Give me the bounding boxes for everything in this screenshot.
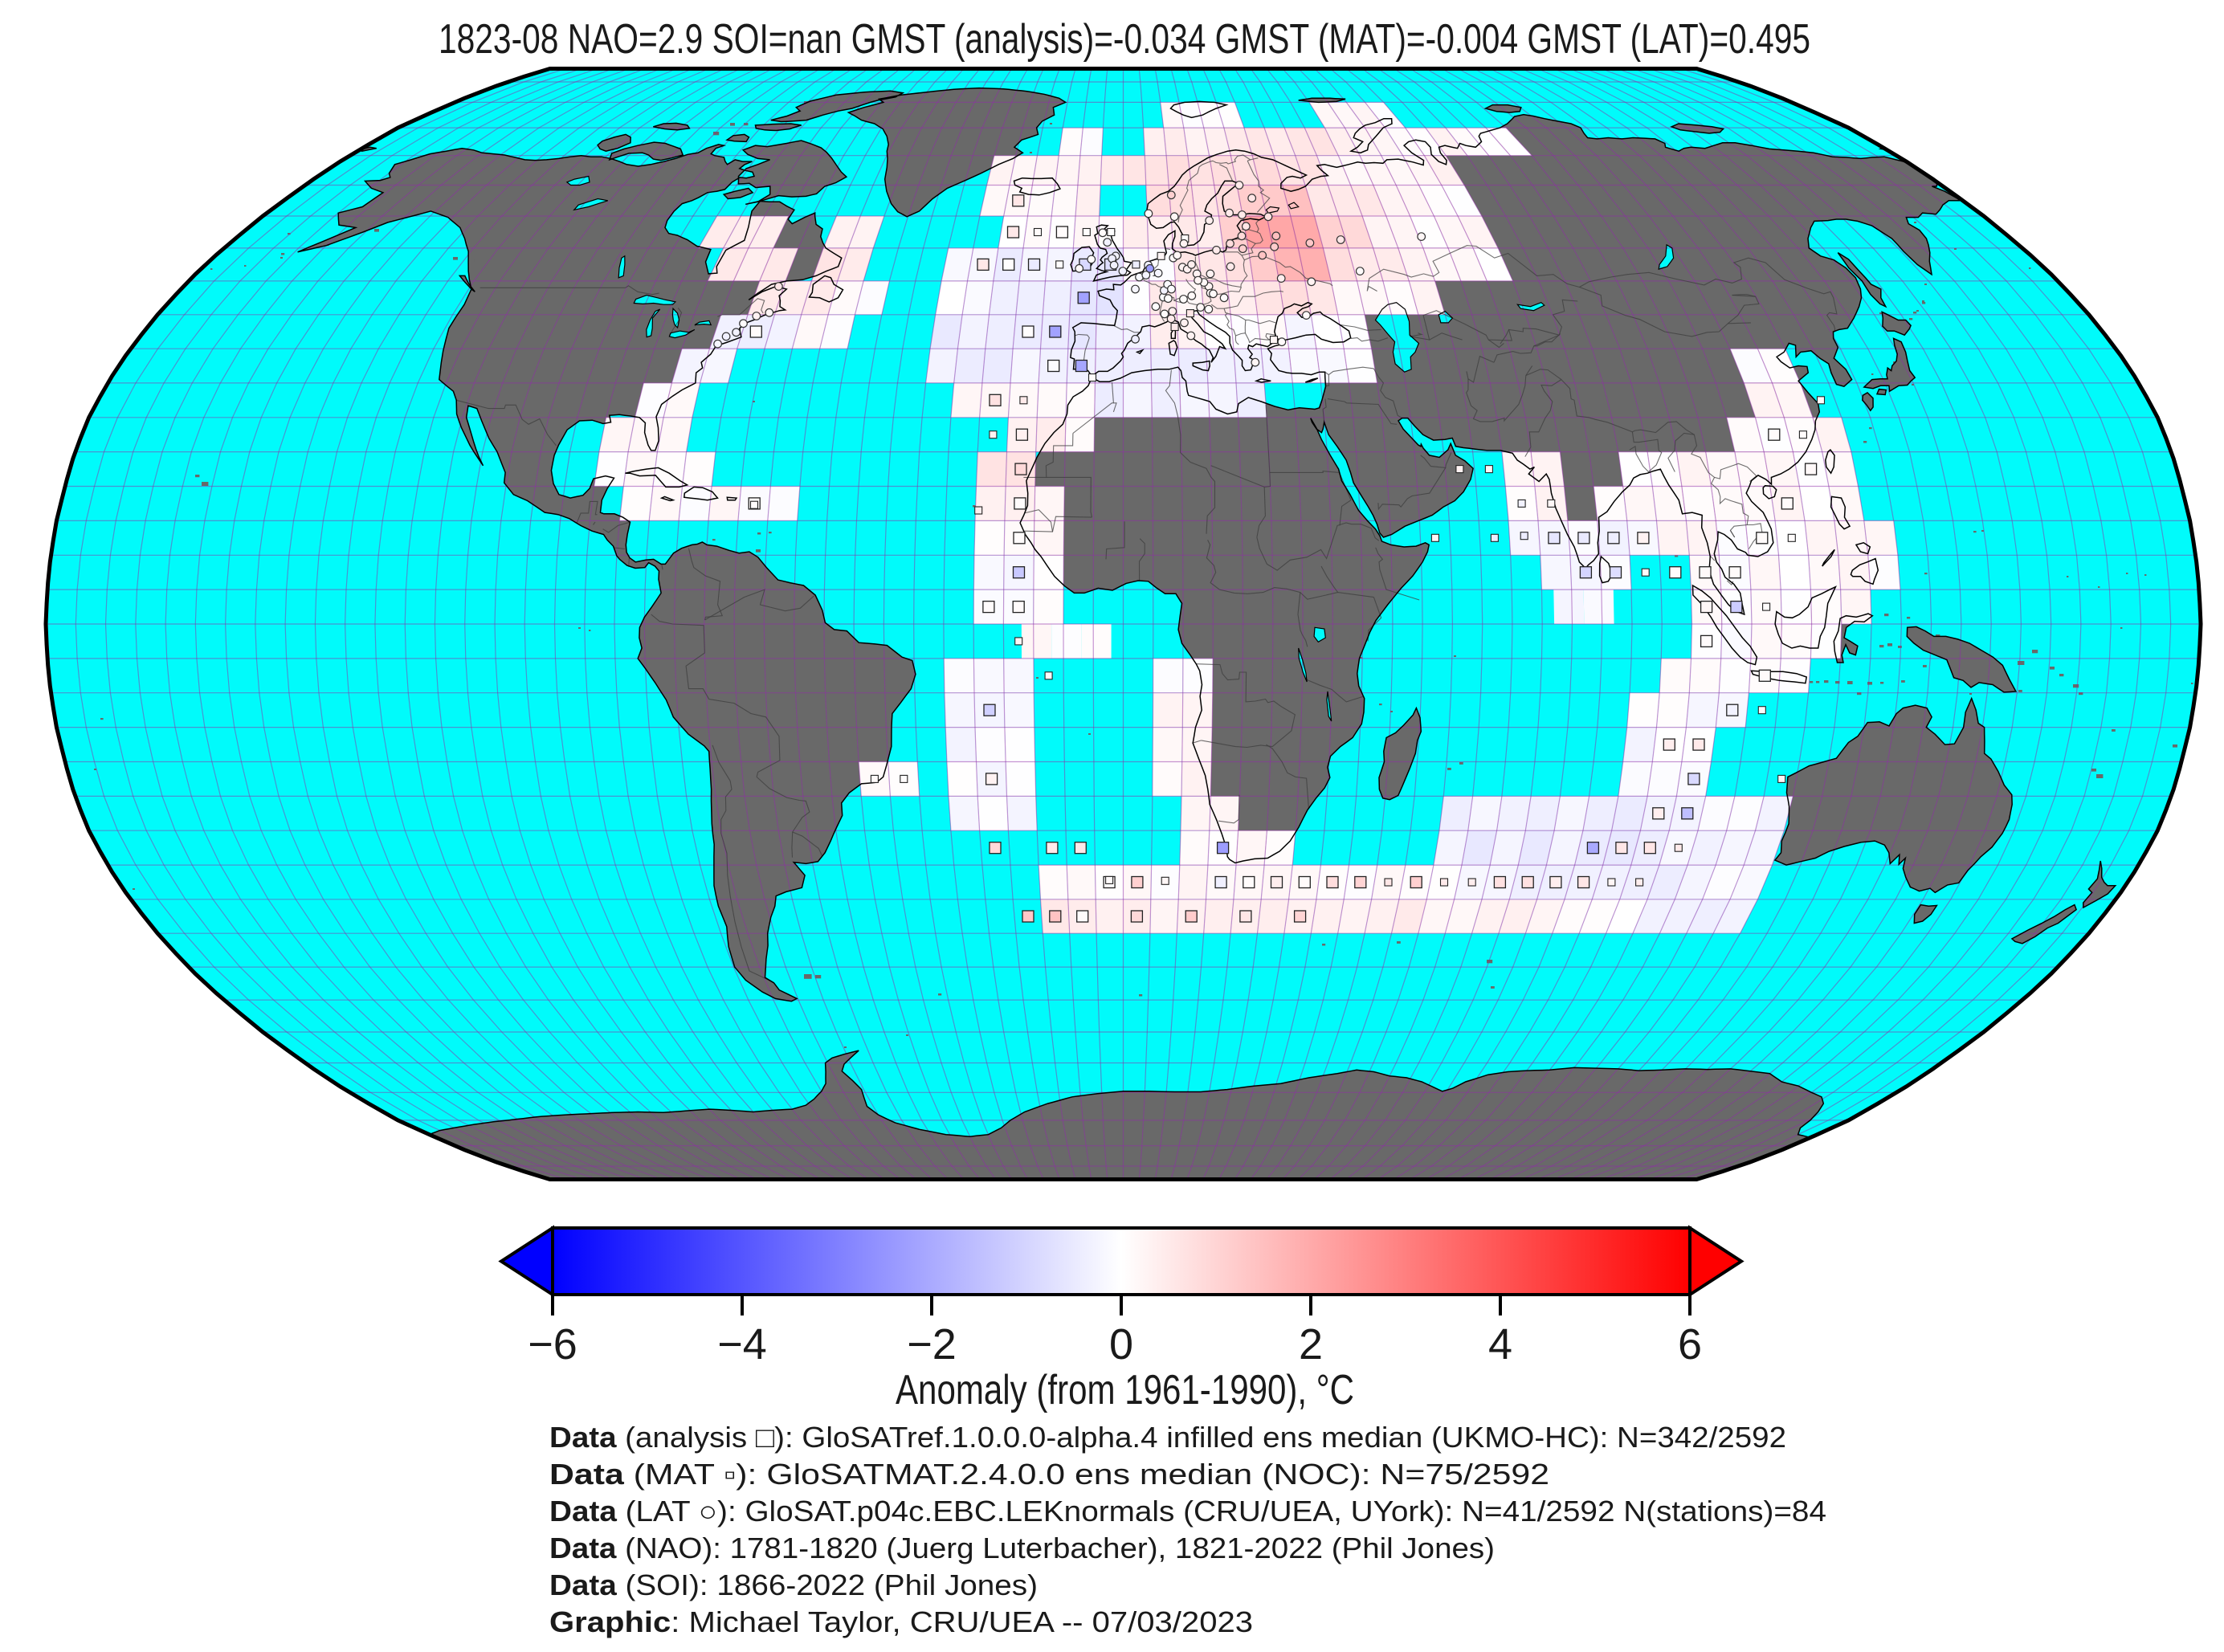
svg-text:−6: −6 — [528, 1320, 577, 1369]
svg-text:6: 6 — [1678, 1320, 1702, 1369]
svg-text:Data (LAT ○): GloSAT.p04c.EBC.: Data (LAT ○): GloSAT.p04c.EBC.LEKnormals… — [549, 1495, 1826, 1528]
svg-text:−4: −4 — [717, 1320, 767, 1369]
svg-text:Anomaly (from 1961-1990), °C: Anomaly (from 1961-1990), °C — [896, 1367, 1354, 1413]
svg-text:1823-08 NAO=2.9 SOI=nan GMST (: 1823-08 NAO=2.9 SOI=nan GMST (analysis)=… — [439, 16, 1810, 63]
svg-text:Data (NAO): 1781-1820 (Juerg L: Data (NAO): 1781-1820 (Juerg Luterbacher… — [549, 1532, 1495, 1564]
svg-text:Data (analysis □): GloSATref.1: Data (analysis □): GloSATref.1.0.0.0-alp… — [549, 1421, 1786, 1454]
svg-text:4: 4 — [1488, 1320, 1512, 1369]
svg-text:Data (MAT ▫): GloSATMAT.2.4.0.: Data (MAT ▫): GloSATMAT.2.4.0.0 ens medi… — [549, 1458, 1549, 1491]
svg-text:0: 0 — [1109, 1320, 1133, 1369]
svg-text:Graphic: Michael Taylor, CRU/U: Graphic: Michael Taylor, CRU/UEA -- 07/0… — [549, 1605, 1253, 1638]
svg-text:Data (SOI): 1866-2022 (Phil Jo: Data (SOI): 1866-2022 (Phil Jones) — [549, 1568, 1038, 1601]
svg-text:−2: −2 — [907, 1320, 957, 1369]
svg-text:2: 2 — [1299, 1320, 1323, 1369]
